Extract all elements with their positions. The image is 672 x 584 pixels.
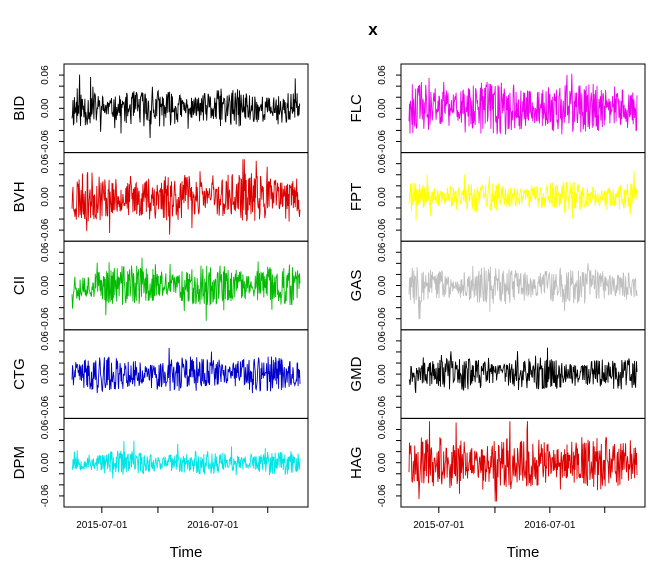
series-line-bvh [71,159,301,235]
panel-cii: -0.06 0.00 0.06 CII [11,240,309,331]
y-tick-label: 0.06 [377,331,388,351]
x-tick-label: 2015-07-01 [413,520,465,531]
series-line-dpm [71,440,301,479]
y-tick-label: 0.06 [377,242,388,262]
left-column: -0.060.000.06BID-0.060.000.06BVH-0.060.0… [11,63,309,531]
y-tick-label: 0.00 [40,98,51,118]
series-line-cii [71,257,301,321]
y-tick-label: 0.06 [40,154,51,174]
panel-bvh: -0.06 0.00 0.06 BVH [11,152,309,242]
y-tick-label: -0.06 [40,395,51,418]
panel-flc: -0.06 0.00 0.06 FLC [348,63,646,154]
y-tick-label: -0.06 [377,307,388,330]
panel-fpt: -0.06 0.00 0.06 FPT [348,152,646,242]
x-axis-label-left: Time [170,544,203,561]
y-tick-label: 0.00 [377,453,388,473]
y-tick-label: 0.00 [40,275,51,295]
series-label: GMD [348,356,365,391]
y-tick-label: 0.06 [40,242,51,262]
y-tick-label: -0.06 [40,130,51,153]
y-tick-label: 0.06 [40,331,51,351]
series-label: CTG [11,358,28,390]
series-label: CII [11,276,28,295]
series-label: HAG [348,446,365,479]
y-tick-label: 0.00 [377,275,388,295]
chart-title: x [368,20,378,39]
y-tick-label: 0.06 [40,65,51,85]
y-tick-label: -0.06 [377,484,388,507]
y-tick-label: -0.06 [377,395,388,418]
y-tick-label: -0.06 [40,218,51,241]
series-line-gas [408,263,638,320]
y-tick-label: -0.06 [377,130,388,153]
x-tick-label: 2016-07-01 [524,520,576,531]
y-tick-label: 0.00 [377,98,388,118]
series-line-ctg [71,347,301,394]
series-line-fpt [408,171,638,221]
panel-hag: -0.06 0.00 0.06 HAG [348,417,646,508]
right-column: -0.060.000.06FLC-0.060.000.06FPT-0.060.0… [348,63,646,531]
series-label: FLC [348,94,365,123]
series-label: GAS [348,270,365,302]
series-label: BVH [11,181,28,212]
y-tick-label: 0.06 [377,65,388,85]
y-tick-label: 0.00 [377,187,388,207]
series-label: FPT [348,183,365,211]
series-label: DPM [11,446,28,479]
y-tick-label: 0.00 [40,364,51,384]
y-tick-label: -0.06 [377,218,388,241]
x-axis-label-right: Time [507,544,540,561]
y-tick-label: 0.00 [40,187,51,207]
panel-gmd: -0.06 0.00 0.06 GMD [348,329,646,419]
series-line-bid [71,74,301,139]
series-line-hag [408,421,638,502]
y-tick-label: 0.06 [377,154,388,174]
series-line-gmd [408,347,638,393]
panel-ctg: -0.06 0.00 0.06 CTG [11,329,309,419]
panel-dpm: -0.06 0.00 0.06 DPM [11,417,309,508]
y-tick-label: -0.06 [40,307,51,330]
y-tick-label: 0.06 [40,419,51,439]
panel-gas: -0.06 0.00 0.06 GAS [348,240,646,331]
y-tick-label: -0.06 [40,484,51,507]
series-line-flc [408,73,638,135]
panel-bid: -0.06 0.00 0.06 BID [11,63,309,154]
y-tick-label: 0.00 [377,364,388,384]
x-tick-label: 2015-07-01 [76,520,128,531]
y-tick-label: 0.06 [377,419,388,439]
x-tick-label: 2016-07-01 [187,520,239,531]
y-tick-label: 0.00 [40,453,51,473]
series-label: BID [11,96,28,121]
